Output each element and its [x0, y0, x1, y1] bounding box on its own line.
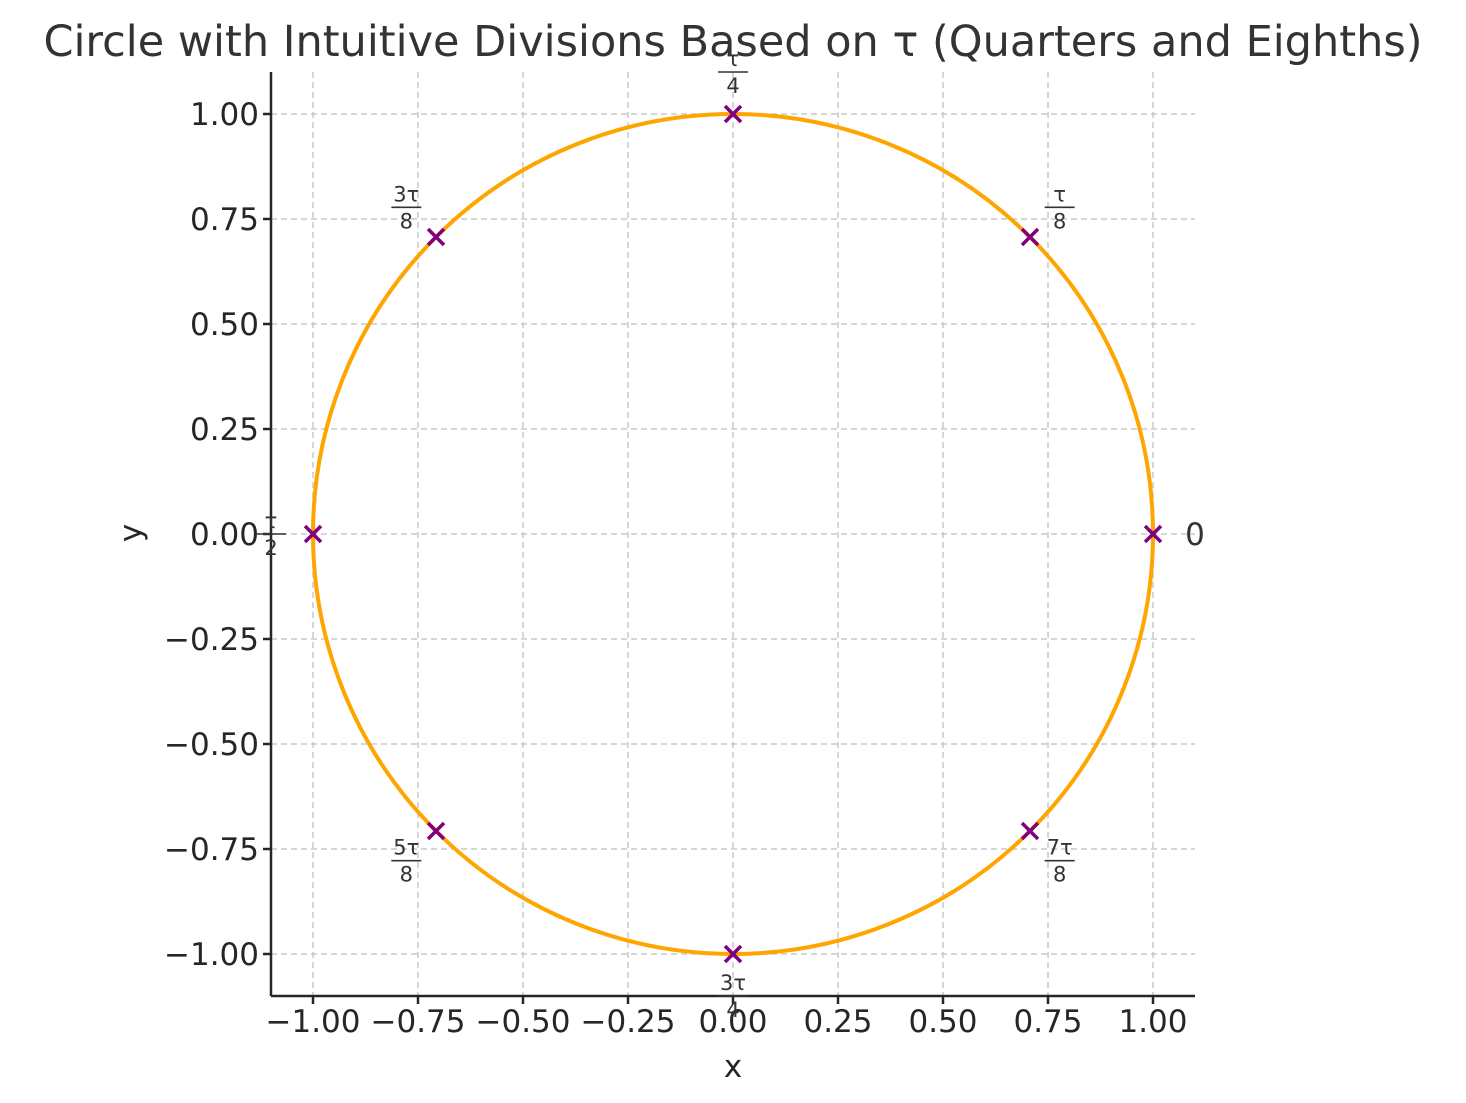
y-tick-label: 0.00	[190, 517, 259, 553]
division-label: 3τ4	[718, 971, 748, 1022]
division-label-numerator: 7τ	[1047, 836, 1073, 860]
division-label-denominator: 2	[264, 536, 277, 560]
division-label-numerator: 3τ	[720, 971, 746, 995]
x-tick-label: 1.00	[1118, 1004, 1187, 1040]
division-label-numerator: τ	[265, 509, 278, 533]
division-label: 7τ8	[1044, 836, 1075, 887]
y-tick-label: −0.50	[164, 727, 259, 763]
marker-stroke	[426, 821, 446, 841]
x-axis-ticks: −1.00 −0.75 −0.50 −0.25 0.00 0.25 0.50 0.75 1.00	[266, 996, 1188, 1040]
x-tick-label: 0.50	[908, 1004, 977, 1040]
grid-layer	[271, 72, 1195, 996]
y-tick-label: 1.00	[190, 97, 259, 133]
division-label-numerator: 3τ	[393, 182, 419, 206]
division-label-denominator: 8	[400, 863, 413, 887]
y-axis-ticks: −1.00 −0.75 −0.50 −0.25 0.00 0.25 0.50 0.75 1.00	[164, 97, 271, 973]
division-label: τ4	[718, 47, 748, 98]
x-tick-label: −1.00	[266, 1004, 361, 1040]
chart-title: Circle with Intuitive Divisions Based on…	[43, 17, 1422, 67]
y-axis-label: y	[113, 524, 149, 542]
division-label: τ2	[256, 509, 286, 560]
division-point-marker	[426, 227, 446, 247]
marker-stroke	[1020, 821, 1040, 841]
division-point-marker	[723, 104, 743, 124]
division-point-marker	[1020, 227, 1040, 247]
y-tick-label: −1.00	[164, 937, 259, 973]
y-tick-label: 0.25	[190, 412, 259, 448]
x-axis-label: x	[724, 1049, 742, 1085]
division-point-marker	[723, 944, 743, 964]
y-tick-label: 0.50	[190, 307, 259, 343]
division-label-denominator: 8	[400, 209, 413, 233]
x-tick-label: −0.50	[476, 1004, 571, 1040]
marker-stroke	[1020, 227, 1040, 247]
division-point-marker	[426, 821, 446, 841]
division-label: 5τ8	[391, 836, 422, 887]
y-tick-label: 0.75	[190, 202, 259, 238]
y-tick-label: −0.75	[164, 832, 259, 868]
marker-stroke	[723, 944, 743, 964]
x-tick-label: −0.75	[371, 1004, 466, 1040]
y-tick-label: −0.25	[164, 622, 259, 658]
marker-stroke	[303, 524, 323, 544]
division-point-marker	[1143, 524, 1163, 544]
x-tick-label: 0.75	[1013, 1004, 1082, 1040]
x-tick-label: −0.25	[581, 1004, 676, 1040]
marker-stroke	[1143, 524, 1163, 544]
marker-layer	[303, 104, 1163, 964]
division-point-marker	[1020, 821, 1040, 841]
division-label-denominator: 4	[726, 998, 739, 1022]
division-label-numerator: 5τ	[393, 836, 419, 860]
x-tick-label: 0.00	[698, 1004, 767, 1040]
division-label-denominator: 4	[726, 74, 739, 98]
division-label-denominator: 8	[1053, 863, 1066, 887]
division-label: τ8	[1044, 182, 1075, 233]
x-tick-label: 0.25	[803, 1004, 872, 1040]
division-label: 0	[1185, 517, 1205, 553]
marker-stroke	[723, 104, 743, 124]
division-point-marker	[303, 524, 323, 544]
division-label-denominator: 8	[1053, 209, 1066, 233]
division-label-numerator: τ	[1053, 182, 1066, 206]
marker-stroke	[426, 227, 446, 247]
division-label-numerator: τ	[727, 47, 740, 71]
division-label: 3τ8	[391, 182, 422, 233]
